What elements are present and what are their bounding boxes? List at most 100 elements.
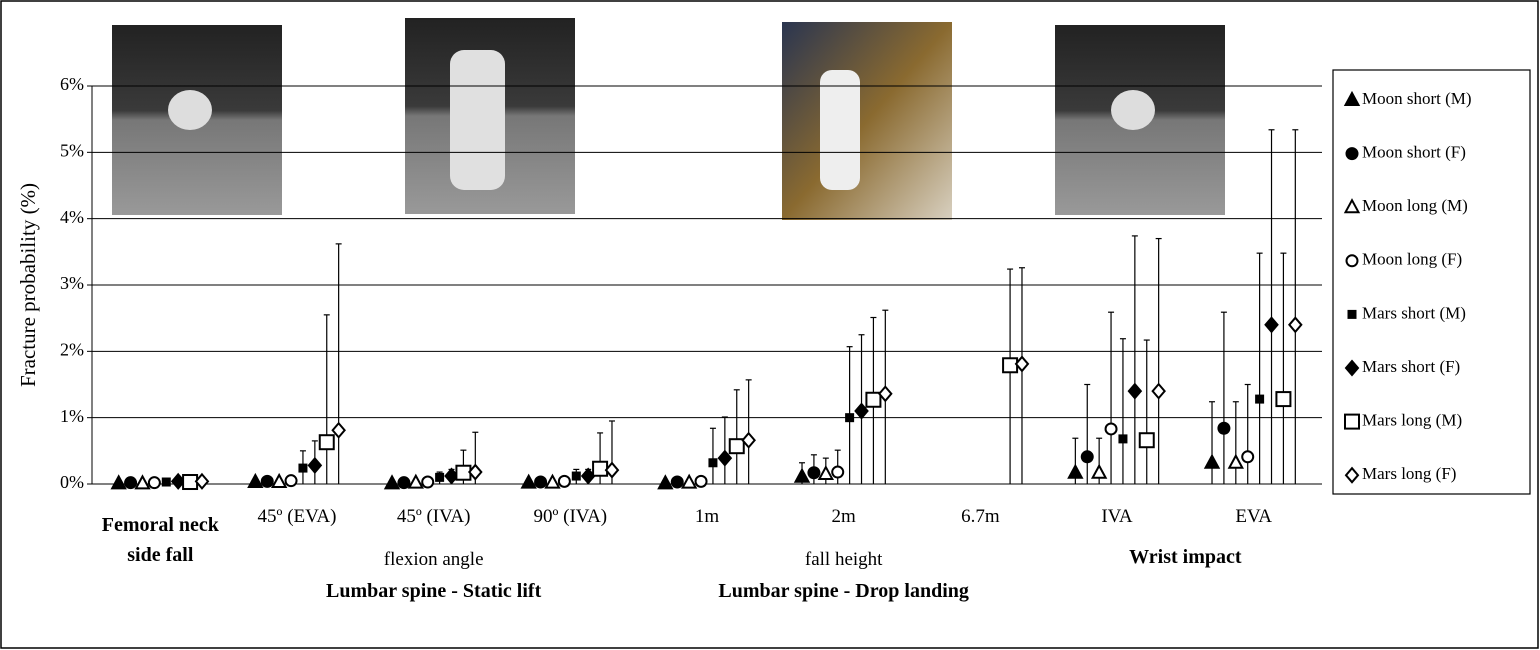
group-subtitle: flexion angle [383,549,484,570]
marker [1151,382,1166,400]
photo-figure [820,70,860,190]
marker [1090,463,1108,479]
marker [845,413,855,423]
marker [467,463,483,481]
x-tick-label: 6.7m [961,506,1000,527]
marker [383,474,401,490]
legend-label: Mars short (F) [1362,357,1460,376]
legend-marker [1343,198,1361,214]
group-title: Lumbar spine - Drop landing [718,580,969,602]
marker [1104,422,1118,436]
marker [520,473,537,489]
marker [124,476,138,490]
marker [557,474,571,488]
y-axis-label: Fracture probability (%) [16,183,40,387]
marker [298,463,308,473]
marker [741,431,756,449]
marker [694,474,708,488]
legend-marker [1345,254,1359,268]
series [182,252,1292,491]
marker [1227,453,1244,469]
marker [435,472,445,482]
marker [657,474,674,490]
marker [1255,394,1265,404]
marker [1275,391,1292,408]
marker [831,465,845,479]
marker [318,434,335,451]
marker [708,458,718,468]
legend-marker [1344,466,1360,484]
marker [544,473,561,489]
marker [793,467,811,483]
legend-marker [1347,309,1357,319]
x-tick-label: IVA [1101,506,1133,527]
legend-label: Moon short (F) [1362,143,1466,162]
marker [534,475,548,489]
marker [592,460,609,477]
series [110,401,1221,490]
y-tick-label: 2% [60,339,84,359]
marker [1203,453,1221,469]
marker [1067,463,1084,479]
y-tick-label: 6% [60,74,84,94]
y-tick-label: 3% [60,273,84,293]
x-tick-label: 45º (EVA) [257,506,337,527]
marker [110,474,127,490]
marker [1127,382,1143,400]
marker [604,461,620,479]
marker [182,474,199,491]
marker [161,477,171,487]
x-tick-label: 2m [831,506,856,527]
marker [1002,357,1019,374]
marker [421,475,435,489]
marker [1014,355,1030,373]
y-tick-label: 5% [60,140,84,160]
legend-marker [1343,90,1361,106]
marker [877,385,893,403]
legend-label: Mars short (M) [1362,303,1466,322]
marker [1118,434,1128,444]
marker [807,466,821,480]
marker [1264,316,1279,334]
plot-area: 0% 1% 2% 3% 4% 5% 6% [60,74,1322,492]
y-tick-label: 0% [60,472,84,492]
marker [571,471,581,481]
marker [1217,421,1231,435]
x-tick-label: EVA [1235,506,1272,527]
series [170,129,1279,490]
group-subtitle: fall height [804,549,883,570]
marker [307,456,323,474]
photo-figure [450,50,505,190]
photo-figure [1111,90,1155,130]
marker [717,449,733,467]
marker [260,474,274,488]
marker [270,472,288,489]
legend-label: Moon short (M) [1362,89,1472,108]
marker [284,474,298,488]
y-tick-label: 4% [60,207,84,227]
marker [1138,432,1155,449]
x-tick-label: 90º (IVA) [533,506,608,527]
marker [670,475,684,489]
marker [1080,450,1094,464]
legend-marker [1344,413,1360,430]
y-tick-label: 1% [60,406,84,426]
marker [817,464,834,481]
marker [134,474,151,490]
series [134,401,1244,490]
legend-label: Mars long (M) [1362,411,1462,430]
legend-box [1332,69,1531,495]
marker [147,476,161,490]
series [124,311,1231,490]
photo-figure [168,90,212,130]
marker [455,464,472,481]
marker [407,473,424,489]
photo [782,22,952,220]
group-title: Femoral neck side fall [101,514,219,566]
marker [194,472,210,490]
marker [1241,450,1255,464]
marker [247,472,264,489]
legend-marker [1345,147,1359,161]
